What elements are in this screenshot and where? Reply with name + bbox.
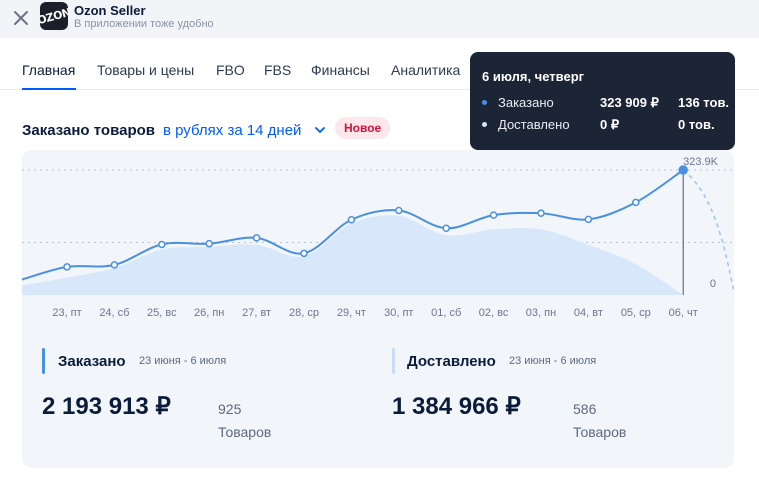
app-title: Ozon Seller	[74, 3, 146, 18]
stat-count: 925	[218, 401, 242, 417]
tooltip-dot	[482, 122, 487, 127]
x-tick-label: 06, чт	[669, 307, 698, 319]
data-point	[442, 224, 450, 232]
x-tick-label: 29, чт	[337, 307, 366, 319]
y-axis-zero-label: 0	[710, 278, 716, 290]
data-point	[63, 263, 71, 271]
x-tick-label: 02, вс	[479, 307, 509, 319]
data-point	[158, 240, 166, 249]
x-tick-label: 23, пт	[52, 307, 81, 319]
data-point	[205, 239, 213, 248]
x-tick-label: 04, вт	[574, 307, 603, 319]
tooltip-label: Заказано	[498, 95, 554, 110]
tooltip-count: 136 тов.	[678, 95, 730, 110]
section-title: Заказано товаров	[22, 122, 155, 139]
stat-color-bar	[42, 348, 45, 374]
stat-title: Заказано	[58, 353, 126, 370]
period-select[interactable]: в рублях за 14 дней	[163, 122, 302, 139]
app-subtitle: В приложении тоже удобно	[74, 18, 214, 30]
data-point	[632, 198, 640, 207]
data-point	[537, 209, 545, 217]
tab-fbo[interactable]: FBO	[216, 62, 245, 78]
stat-range: 23 июня - 6 июля	[509, 355, 597, 367]
tooltip-row-delivered: Доставлено 0 ₽ 0 тов.	[482, 117, 732, 133]
x-tick-label: 27, вт	[242, 307, 271, 319]
x-tick-label: 03, пн	[526, 307, 556, 319]
data-point	[678, 165, 688, 175]
close-icon[interactable]	[10, 7, 32, 29]
ordered-forecast-line	[682, 169, 735, 293]
data-point	[489, 211, 498, 219]
tooltip-value: 0 ₽	[600, 117, 620, 132]
delivered-area	[22, 215, 684, 295]
stat-value: 1 384 966 ₽	[392, 393, 521, 420]
data-point	[347, 215, 356, 224]
chart-tooltip: 6 июля, четверг Заказано 323 909 ₽ 136 т…	[470, 52, 735, 150]
x-tick-label: 05, ср	[621, 307, 651, 319]
tab-home[interactable]: Главная	[22, 62, 76, 78]
data-point	[110, 261, 119, 269]
x-tick-label: 30, пт	[384, 307, 413, 319]
tooltip-value: 323 909 ₽	[600, 95, 659, 110]
stat-unit: Товаров	[573, 424, 627, 440]
stat-range: 23 июня - 6 июля	[139, 355, 227, 367]
x-tick-label: 26, пн	[194, 307, 224, 319]
data-point	[395, 206, 403, 215]
tab-products-prices[interactable]: Товары и цены	[97, 62, 195, 78]
new-badge: Новое	[335, 117, 391, 139]
stat-unit: Товаров	[218, 424, 272, 440]
app-banner: OZON Ozon Seller В приложении тоже удобн…	[0, 0, 759, 38]
x-tick-label: 01, сб	[431, 307, 461, 319]
x-tick-label: 25, вс	[147, 307, 177, 319]
stat-title: Доставлено	[407, 353, 496, 370]
chart-card	[22, 150, 734, 468]
tooltip-row-ordered: Заказано 323 909 ₽ 136 тов.	[482, 95, 732, 111]
stat-color-bar	[392, 348, 395, 374]
y-axis-max-label: 323.9K	[683, 156, 719, 168]
stat-value: 2 193 913 ₽	[42, 393, 171, 420]
tab-analytics[interactable]: Аналитика	[391, 62, 461, 78]
tooltip-label: Доставлено	[498, 117, 570, 132]
data-point	[584, 215, 593, 224]
x-tick-label: 28, ср	[289, 307, 319, 319]
stat-count: 586	[573, 401, 597, 417]
ozon-logo: OZON	[40, 2, 68, 30]
tooltip-count: 0 тов.	[678, 117, 715, 132]
main-tabs: Главная Товары и цены FBO FBS Финансы Ан…	[0, 38, 759, 90]
data-point	[300, 249, 308, 258]
tab-fbs[interactable]: FBS	[264, 62, 292, 78]
x-tick-label: 24, сб	[99, 307, 129, 319]
active-tab-indicator	[22, 88, 76, 90]
data-point	[252, 234, 261, 242]
tooltip-dot	[482, 100, 487, 105]
tab-finance[interactable]: Финансы	[311, 62, 370, 78]
chevron-down-icon[interactable]	[314, 124, 326, 136]
tooltip-date: 6 июля, четверг	[482, 69, 585, 84]
